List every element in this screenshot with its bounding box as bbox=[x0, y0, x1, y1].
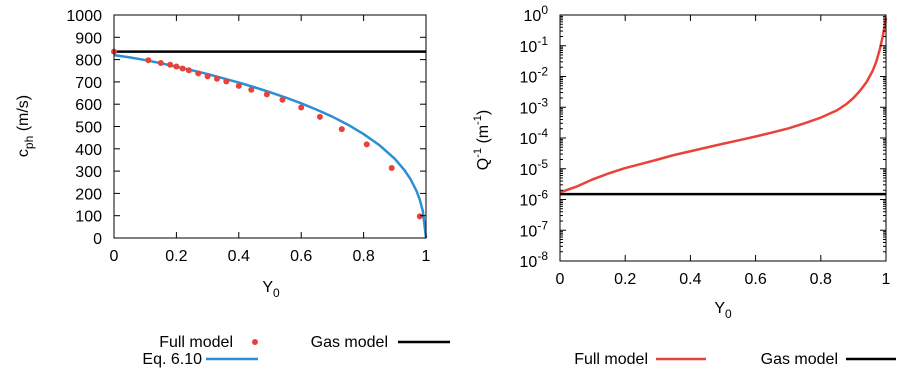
cph-y-tick-label: 400 bbox=[75, 142, 102, 159]
cph-x-tick-label: 1 bbox=[422, 248, 431, 265]
cph-chart: 0 0.2 0.4 0.6 0.8 1 0 100 200 300 400 500 600 700 800 9… bbox=[15, 8, 431, 300]
q-y-tick-label: 10-3 bbox=[520, 95, 549, 117]
cph-full-model-point bbox=[213, 75, 220, 82]
cph-full-model-point bbox=[204, 73, 211, 80]
q-full-model-curve bbox=[559, 17, 888, 194]
cph-full-model-point bbox=[316, 113, 323, 120]
q-inverse-chart: 0 0.2 0.4 0.6 0.8 1 10-8 10-7 10-6 10-5 10-4 10-3 10… bbox=[472, 3, 891, 321]
cph-x-axis-label: Y0 bbox=[262, 279, 280, 300]
legend-label-full-model-left: Full model bbox=[159, 334, 233, 351]
cph-x-axis-label-main: Y bbox=[262, 279, 273, 296]
cph-full-model-point bbox=[179, 65, 186, 72]
cph-full-model-point bbox=[173, 63, 180, 70]
legend-label-gas-model-left: Gas model bbox=[311, 334, 388, 351]
q-x-tick-label: 0.6 bbox=[744, 271, 766, 288]
cph-x-tick-label: 0.6 bbox=[290, 248, 312, 265]
cph-full-model-point bbox=[338, 126, 345, 133]
q-y-tick-label: 10-6 bbox=[520, 188, 549, 210]
legend-label-eq-610: Eq. 6.10 bbox=[142, 351, 202, 368]
cph-plot-frame bbox=[113, 14, 427, 239]
legend-label-gas-model-right: Gas model bbox=[761, 351, 838, 368]
q-plot-frame bbox=[559, 14, 887, 262]
q-plot-marks bbox=[559, 17, 888, 196]
q-x-axis-label: Y0 bbox=[714, 300, 732, 321]
cph-x-tick-label: 0 bbox=[110, 248, 119, 265]
cph-full-model-point bbox=[363, 141, 370, 148]
cph-legend: Full model Eq. 6.10 Gas model bbox=[142, 334, 450, 368]
cph-full-model-point bbox=[248, 86, 255, 93]
cph-y-tick-label: 500 bbox=[75, 120, 102, 137]
cph-y-tick-label: 0 bbox=[93, 231, 102, 248]
cph-full-model-point bbox=[235, 82, 242, 89]
cph-axes: 0 0.2 0.4 0.6 0.8 1 0 100 200 300 400 500 600 700 800 9… bbox=[66, 8, 430, 265]
q-y-tick-label: 10-7 bbox=[520, 218, 549, 240]
cph-full-model-point bbox=[388, 164, 395, 171]
cph-full-model-point bbox=[157, 59, 164, 66]
cph-x-tick-label: 0.8 bbox=[352, 248, 374, 265]
cph-y-tick-label: 100 bbox=[75, 209, 102, 226]
q-y-axis-label: Q-1 (m-1) bbox=[472, 110, 492, 170]
cph-y-tick-label: 600 bbox=[75, 97, 102, 114]
cph-x-tick-label: 0.4 bbox=[228, 248, 250, 265]
q-x-tick-label: 1 bbox=[882, 271, 891, 288]
cph-y-axis-label: cph (m/s) bbox=[15, 95, 36, 157]
q-x-tick-label: 0.4 bbox=[679, 271, 701, 288]
cph-full-model-point bbox=[416, 213, 423, 220]
cph-eq610-curve bbox=[113, 53, 428, 239]
cph-x-tick-label: 0.2 bbox=[165, 248, 187, 265]
q-y-tick-label: 10-5 bbox=[520, 157, 549, 179]
cph-full-model-point bbox=[145, 57, 152, 64]
q-legend: Full model Gas model bbox=[574, 351, 896, 368]
cph-x-axis-label-sub: 0 bbox=[273, 286, 280, 300]
q-y-tick-label: 100 bbox=[524, 3, 549, 25]
cph-y-tick-label: 300 bbox=[75, 164, 102, 181]
q-axes: 0 0.2 0.4 0.6 0.8 1 10-8 10-7 10-6 10-5 10-4 10-3 10… bbox=[520, 3, 891, 288]
cph-plot-marks bbox=[111, 48, 428, 239]
cph-full-model-point bbox=[185, 67, 192, 74]
cph-full-model-point bbox=[263, 91, 270, 98]
q-x-tick-label: 0.2 bbox=[614, 271, 636, 288]
cph-full-model-point bbox=[195, 70, 202, 77]
q-y-tick-label: 10-1 bbox=[520, 34, 549, 56]
q-y-tick-label: 10-4 bbox=[520, 126, 549, 148]
cph-full-model-point bbox=[167, 61, 174, 68]
q-y-tick-label: 10-8 bbox=[520, 249, 549, 271]
cph-full-model-point bbox=[223, 78, 230, 85]
q-x-tick-label: 0 bbox=[556, 271, 565, 288]
cph-y-tick-label: 700 bbox=[75, 75, 102, 92]
q-y-tick-label: 10-2 bbox=[520, 65, 549, 87]
q-x-tick-label: 0.8 bbox=[810, 271, 832, 288]
cph-full-model-point bbox=[279, 96, 286, 103]
cph-full-model-point bbox=[298, 104, 305, 111]
cph-y-tick-label: 900 bbox=[75, 30, 102, 47]
legend-label-full-model-right: Full model bbox=[574, 351, 648, 368]
cph-y-tick-label: 200 bbox=[75, 186, 102, 203]
cph-y-tick-label: 800 bbox=[75, 53, 102, 70]
cph-y-tick-label: 1000 bbox=[66, 8, 102, 25]
legend-marker-full-model-left bbox=[252, 339, 258, 345]
